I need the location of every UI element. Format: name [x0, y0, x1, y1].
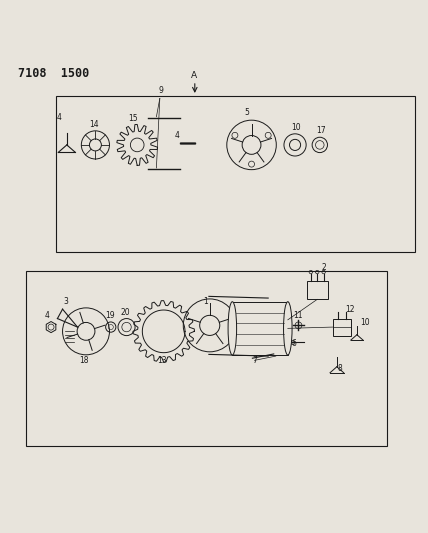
- Text: 17: 17: [316, 126, 326, 135]
- Text: 15: 15: [129, 114, 138, 123]
- Ellipse shape: [228, 302, 237, 355]
- Text: 18: 18: [79, 356, 88, 365]
- Text: 12: 12: [345, 305, 355, 314]
- Bar: [26, 271, 387, 446]
- Text: 7108  1500: 7108 1500: [18, 67, 89, 80]
- Bar: [306, 280, 328, 300]
- Text: 20: 20: [121, 308, 131, 317]
- Text: 13: 13: [158, 357, 167, 366]
- Text: 1: 1: [203, 297, 208, 306]
- Text: 4: 4: [45, 311, 50, 320]
- Text: 10: 10: [291, 123, 300, 132]
- Text: 2: 2: [321, 263, 326, 272]
- Bar: [232, 302, 288, 355]
- Text: 14: 14: [89, 120, 99, 129]
- Text: 4: 4: [175, 131, 180, 140]
- Ellipse shape: [283, 302, 292, 355]
- Text: 6: 6: [291, 338, 297, 348]
- Text: 3: 3: [64, 297, 69, 306]
- Text: 7: 7: [253, 357, 257, 366]
- Text: 8: 8: [338, 364, 342, 373]
- Text: 19: 19: [105, 311, 115, 320]
- Text: 4: 4: [56, 114, 61, 122]
- Text: A: A: [191, 71, 197, 80]
- Text: 5: 5: [244, 108, 249, 117]
- Text: 9: 9: [158, 86, 163, 94]
- Bar: [333, 319, 351, 336]
- Text: 11: 11: [293, 311, 303, 320]
- Bar: [56, 96, 414, 252]
- Text: 10: 10: [360, 318, 370, 327]
